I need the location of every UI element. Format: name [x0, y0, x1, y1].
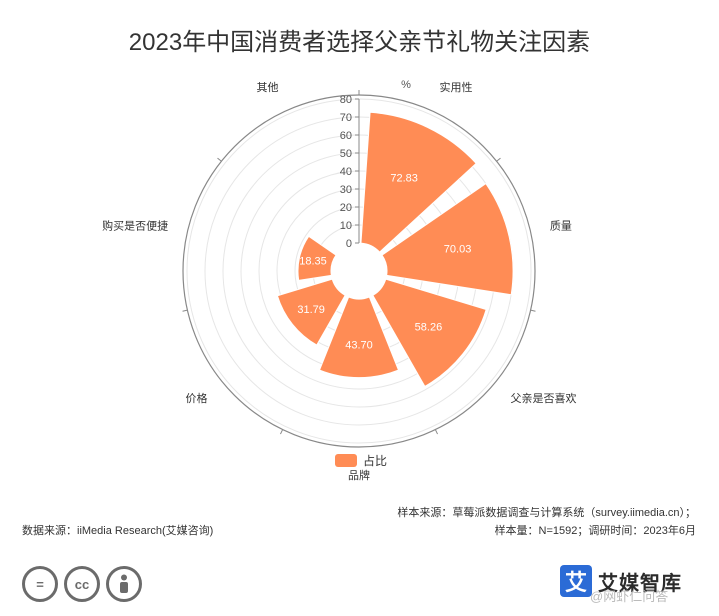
category-label: 质量 — [550, 220, 572, 233]
bar-2 — [381, 182, 514, 296]
radial-tick-label: 30 — [340, 184, 352, 196]
person-icon — [106, 566, 142, 602]
cc-icon: cc — [64, 566, 100, 602]
bar-6 — [297, 235, 337, 281]
bar-4 — [318, 296, 400, 379]
brand-logo-group: 艾 艾媒智库 — [560, 565, 682, 597]
angle-axis-tick — [496, 157, 501, 162]
chart-legend[interactable]: 占比 — [335, 452, 387, 469]
radial-tick-label: 80 — [340, 94, 352, 106]
brand-logo-icon: 艾 — [560, 565, 592, 597]
bar-value-label: 72.83 — [390, 172, 418, 184]
bar-value-label: 18.35 — [299, 256, 327, 268]
radial-tick-label: 70 — [340, 112, 352, 124]
category-label: 购买是否便捷 — [102, 219, 168, 233]
category-label: 父亲是否喜欢 — [510, 391, 576, 405]
chart-title: 2023年中国消费者选择父亲节礼物关注因素 — [128, 29, 591, 56]
radial-tick-label: 40 — [340, 166, 352, 178]
bar-value-label: 70.03 — [444, 244, 472, 256]
angle-axis-tick — [280, 429, 284, 435]
category-label: 品牌 — [348, 468, 370, 482]
category-label: 价格 — [186, 391, 208, 405]
angle-axis-tick — [182, 309, 188, 312]
angle-axis-tick — [217, 157, 222, 162]
sample-info: 样本量：N=1592；调研时间：2023年6月 — [494, 525, 696, 537]
radial-tick-label: 20 — [340, 202, 352, 214]
angle-axis-tick — [530, 309, 536, 312]
bar-value-label: 58.26 — [415, 321, 443, 333]
category-label: 实用性 — [440, 80, 473, 94]
legend-label: 占比 — [363, 454, 388, 468]
bar-1 — [360, 111, 477, 253]
license-icons: = cc — [22, 566, 142, 602]
angle-axis-tick — [434, 429, 438, 435]
brand-name: 艾媒智库 — [598, 572, 682, 595]
category-label: 其他 — [256, 81, 278, 94]
radial-tick-label: 50 — [340, 148, 352, 160]
data-source: 数据来源：iiMedia Research(艾媒咨询) — [22, 525, 214, 537]
sample-source: 样本来源：草莓派数据调查与计算系统（survey.iimedia.cn）； — [397, 507, 696, 519]
equal-sign-icon: = — [22, 566, 58, 602]
radial-tick-label: 0 — [346, 238, 352, 250]
bar-value-label: 31.79 — [297, 304, 325, 316]
radial-tick-label: 10 — [340, 220, 352, 232]
unit-label: % — [401, 79, 411, 91]
watermark-text: @网虾仁问答 — [590, 589, 669, 604]
bar-5 — [276, 278, 346, 346]
bar-3 — [372, 278, 487, 388]
legend-swatch — [335, 454, 357, 467]
bar-value-label: 0.28 — [336, 241, 357, 253]
bar-value-label: 43.70 — [345, 340, 373, 352]
radial-tick-label: 60 — [340, 130, 352, 142]
